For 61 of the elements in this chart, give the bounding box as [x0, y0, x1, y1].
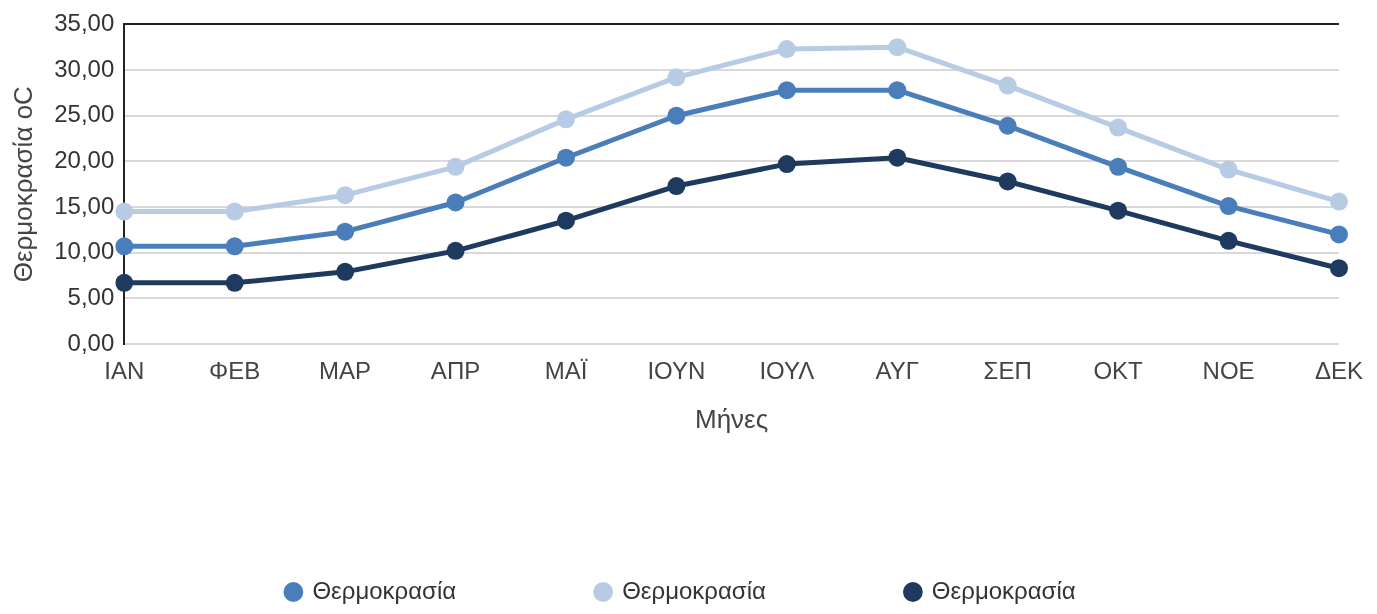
point	[225, 202, 244, 221]
point	[1329, 192, 1348, 211]
point	[1109, 118, 1128, 137]
y-tick-label: 0,00	[67, 328, 115, 356]
point	[667, 177, 686, 196]
point	[115, 202, 134, 221]
point	[225, 273, 244, 292]
point	[777, 81, 796, 100]
x-tick-label: ΙΟΥΛ	[759, 357, 815, 385]
x-tick-label: ΟΚΤ	[1093, 357, 1144, 385]
x-tick-label: ΑΥΓ	[875, 357, 919, 385]
point	[888, 148, 907, 167]
legend-label: Θερμοκρασία	[931, 576, 1076, 604]
x-tick-label: ΣΕΠ	[983, 357, 1032, 385]
point	[556, 148, 575, 167]
point	[115, 237, 134, 256]
x-tick-label: ΙΑΝ	[104, 357, 145, 385]
x-tick-label: ΝΟΕ	[1202, 357, 1255, 385]
x-tick-label: ΦΕΒ	[209, 357, 261, 385]
point	[1219, 160, 1238, 179]
y-tick-label: 10,00	[54, 237, 115, 265]
point	[667, 68, 686, 87]
point	[446, 193, 465, 212]
point	[998, 76, 1017, 95]
point	[1329, 259, 1348, 278]
point	[777, 40, 796, 59]
x-tick-label: ΔΕΚ	[1314, 357, 1363, 385]
point	[336, 186, 355, 205]
point	[888, 81, 907, 100]
point	[1109, 157, 1128, 176]
y-tick-label: 25,00	[54, 100, 115, 128]
point	[1329, 225, 1348, 244]
legend-label: Θερμοκρασία	[312, 576, 457, 604]
point	[115, 273, 134, 292]
point	[446, 241, 465, 260]
y-tick-label: 35,00	[54, 9, 115, 37]
x-tick-label: ΙΟΥΝ	[647, 357, 706, 385]
y-axis-title: Θερμοκρασία oC	[7, 86, 38, 283]
x-tick-label: ΜΑΡ	[319, 357, 372, 385]
y-tick-label: 5,00	[67, 282, 115, 310]
y-tick-label: 15,00	[54, 191, 115, 219]
x-axis-title: Μήνες	[694, 403, 769, 434]
point	[1219, 231, 1238, 250]
point	[667, 106, 686, 125]
y-tick-label: 30,00	[54, 54, 115, 82]
point	[556, 211, 575, 230]
point	[998, 116, 1017, 135]
x-tick-label: ΜΑΪ	[544, 357, 588, 385]
point	[225, 237, 244, 256]
legend-label: Θερμοκρασία	[622, 576, 766, 604]
point	[1109, 201, 1128, 220]
point	[446, 157, 465, 176]
y-tick-label: 20,00	[54, 146, 115, 173]
point	[888, 38, 907, 57]
point	[336, 262, 355, 281]
point	[777, 155, 796, 174]
point	[998, 172, 1017, 191]
point	[556, 110, 575, 129]
point	[336, 222, 355, 241]
x-tick-label: ΑΠΡ	[430, 357, 481, 385]
point	[1219, 197, 1238, 216]
